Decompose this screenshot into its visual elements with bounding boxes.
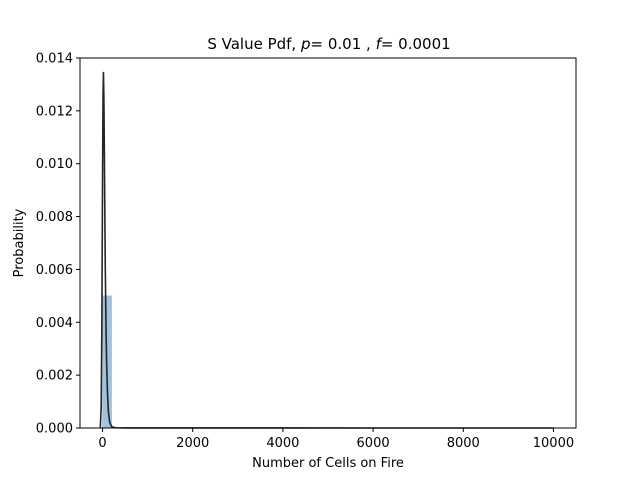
title-p-value: = 0.01: [311, 35, 362, 53]
y-tick-label-2: 0.004: [36, 316, 73, 331]
y-tick-label-1: 0.002: [36, 369, 73, 384]
chart-title: S Value Pdf, p= 0.01 , f= 0.0001: [207, 35, 450, 53]
x-tick-label-3: 6000: [357, 436, 390, 451]
title-f-value: = 0.0001: [381, 35, 451, 53]
y-tick-label-3: 0.006: [36, 263, 73, 278]
y-axis: 0.000 0.002 0.004 0.006 0.008 0.010 0.012 0.014: [36, 52, 80, 437]
x-tick-label-2: 4000: [266, 436, 299, 451]
title-separator: ,: [361, 35, 375, 53]
kde-density-line: [99, 71, 554, 429]
y-tick-label-5: 0.010: [36, 157, 73, 172]
x-axis: 0 2000 4000 6000 8000 10000: [98, 428, 574, 451]
y-tick-label-7: 0.014: [36, 52, 73, 67]
kde-line-layer: [99, 71, 554, 429]
plot-frame: [79, 57, 577, 429]
y-tick-label-4: 0.008: [36, 210, 73, 225]
x-tick-label-4: 8000: [447, 436, 480, 451]
y-tick-label-0: 0.000: [36, 422, 73, 437]
title-f-symbol: f: [376, 35, 384, 53]
title-p-symbol: p: [300, 35, 311, 53]
y-axis-label: Probability: [12, 208, 27, 277]
x-tick-label-1: 2000: [176, 436, 209, 451]
title-prefix: S Value Pdf,: [207, 35, 301, 53]
x-tick-label-5: 10000: [533, 436, 574, 451]
x-axis-label: Number of Cells on Fire: [252, 456, 404, 471]
x-tick-label-0: 0: [98, 436, 106, 451]
y-tick-label-6: 0.012: [36, 104, 73, 119]
